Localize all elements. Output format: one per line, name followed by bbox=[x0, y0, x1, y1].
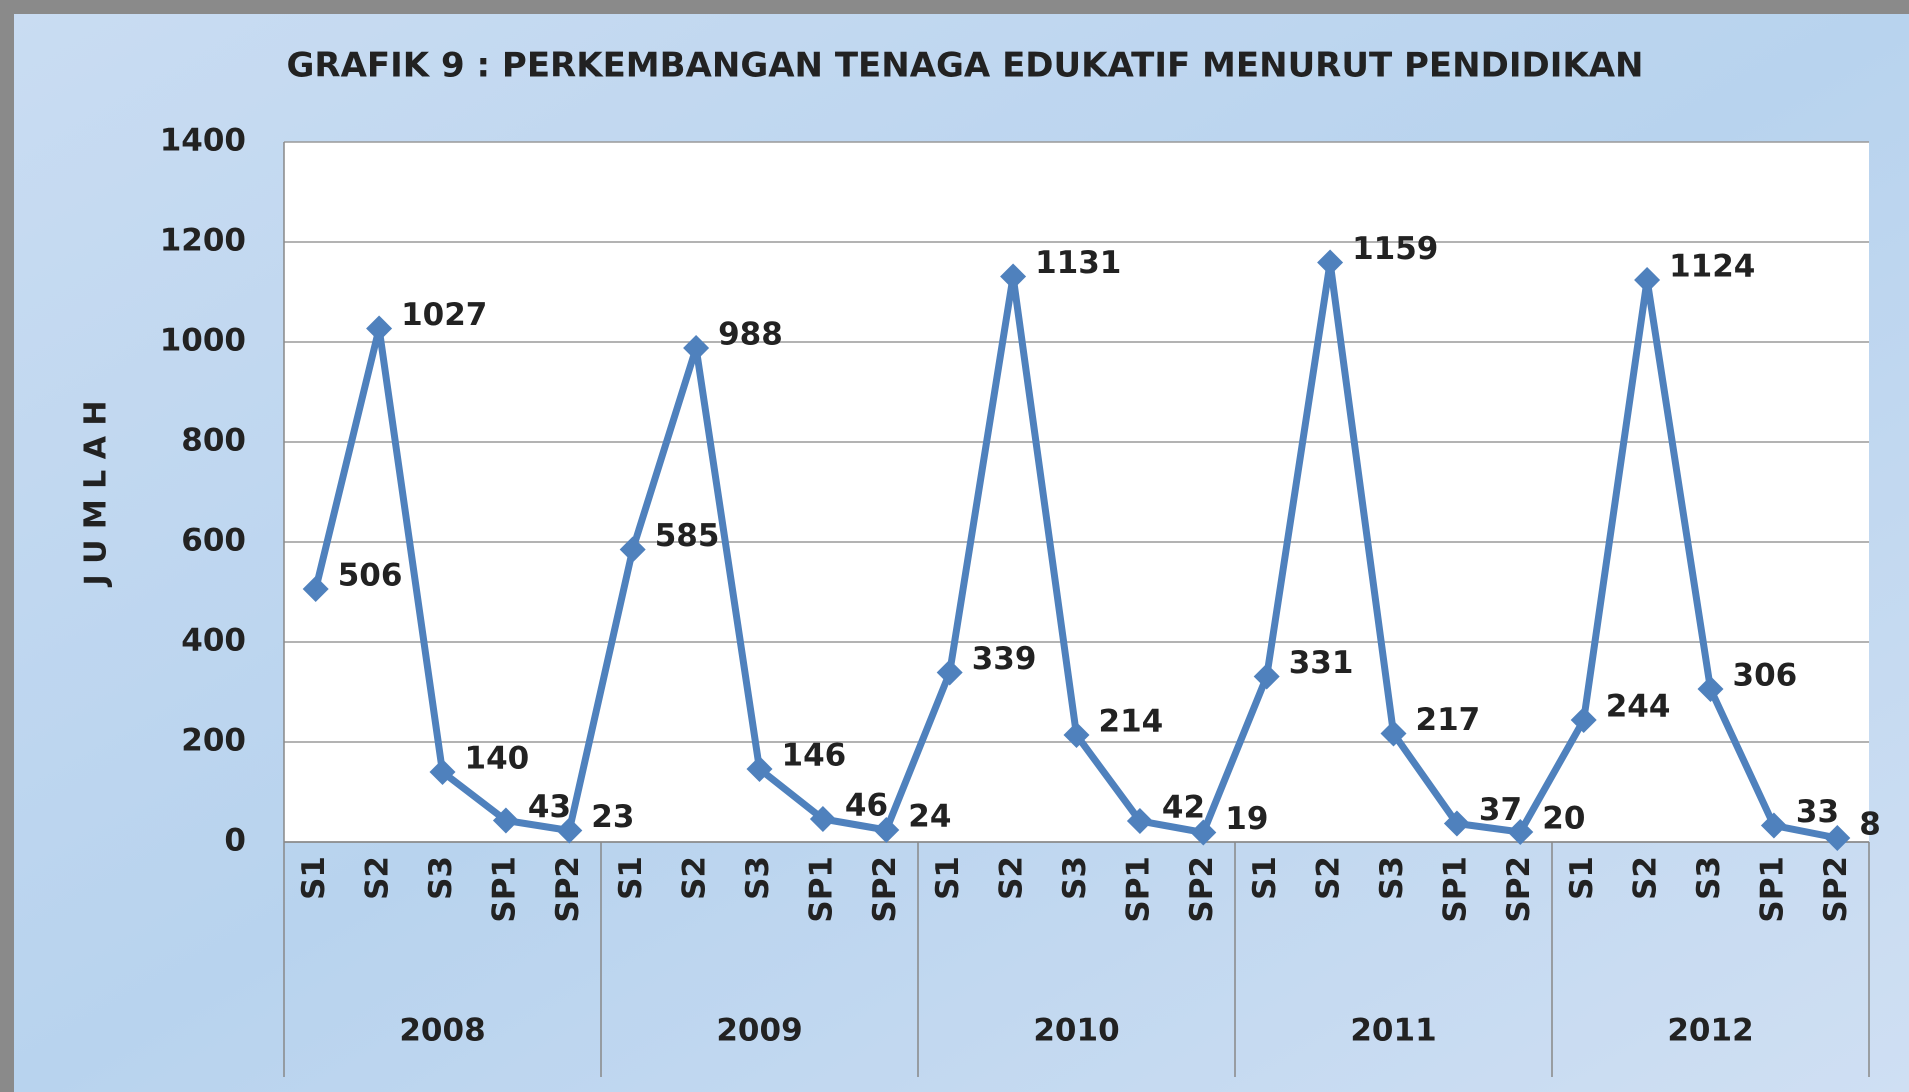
data-label: 506 bbox=[338, 558, 403, 594]
x-tick-label: S2 bbox=[677, 856, 713, 900]
data-label: 20 bbox=[1542, 801, 1585, 837]
marker bbox=[302, 576, 329, 602]
data-label: 306 bbox=[1733, 658, 1798, 694]
data-label: 24 bbox=[908, 799, 951, 835]
y-tick-label: 800 bbox=[181, 423, 246, 459]
marker bbox=[1190, 819, 1217, 846]
marker bbox=[1126, 808, 1153, 834]
y-tick-label: 0 bbox=[224, 823, 246, 859]
marker bbox=[1760, 812, 1787, 839]
x-tick-label: SP2 bbox=[550, 856, 586, 923]
y-tick-label: 200 bbox=[181, 723, 246, 759]
marker bbox=[1253, 663, 1280, 690]
data-label: 146 bbox=[782, 738, 847, 774]
x-tick-label: SP2 bbox=[1501, 856, 1537, 923]
data-label: 1159 bbox=[1352, 231, 1438, 267]
marker bbox=[1697, 676, 1724, 702]
x-tick-label: S2 bbox=[1311, 856, 1347, 900]
y-axis-label: J U M L A H bbox=[79, 400, 114, 587]
y-tick-label: 1200 bbox=[160, 223, 246, 259]
data-label: 988 bbox=[718, 317, 783, 353]
x-tick-label: S1 bbox=[1564, 856, 1600, 900]
marker bbox=[746, 756, 773, 782]
marker bbox=[1000, 263, 1027, 290]
x-tick-label: S1 bbox=[930, 856, 966, 900]
marker bbox=[1507, 819, 1534, 845]
data-label: 140 bbox=[465, 741, 530, 777]
data-label: 244 bbox=[1606, 689, 1671, 725]
marker bbox=[809, 806, 836, 832]
x-tick-label: SP2 bbox=[1184, 856, 1220, 923]
marker bbox=[1063, 722, 1090, 748]
x-tick-label: S3 bbox=[1374, 856, 1410, 900]
marker bbox=[429, 759, 456, 785]
data-label: 339 bbox=[972, 641, 1037, 677]
group-label: 2008 bbox=[399, 1013, 485, 1049]
marker bbox=[1824, 825, 1851, 851]
marker bbox=[556, 817, 583, 844]
marker bbox=[1570, 707, 1597, 733]
x-tick-label: S3 bbox=[1691, 856, 1727, 900]
x-tick-label: S1 bbox=[296, 856, 332, 900]
chart-title: GRAFIK 9 : PERKEMBANGAN TENAGA EDUKATIF … bbox=[287, 46, 1644, 86]
marker bbox=[873, 817, 900, 843]
data-label: 214 bbox=[1099, 704, 1164, 740]
x-tick-label: S3 bbox=[423, 856, 459, 900]
x-tick-label: SP2 bbox=[867, 856, 903, 923]
x-tick-label: S1 bbox=[613, 856, 649, 900]
data-label: 1131 bbox=[1035, 245, 1121, 281]
data-label: 23 bbox=[591, 799, 634, 835]
data-label: 217 bbox=[1416, 702, 1481, 738]
data-label: 1027 bbox=[401, 297, 487, 333]
group-label: 2012 bbox=[1667, 1013, 1753, 1049]
marker bbox=[1634, 267, 1661, 293]
x-tick-label: SP2 bbox=[1818, 856, 1854, 923]
marker bbox=[1380, 720, 1407, 747]
group-label: 2009 bbox=[716, 1013, 802, 1049]
data-label: 1124 bbox=[1669, 249, 1755, 285]
x-tick-label: S2 bbox=[360, 856, 396, 900]
x-tick-label: SP1 bbox=[803, 856, 839, 923]
marker bbox=[492, 807, 519, 834]
marker bbox=[619, 536, 646, 563]
data-label: 585 bbox=[655, 518, 720, 554]
x-tick-label: S3 bbox=[1057, 856, 1093, 900]
y-tick-label: 1400 bbox=[160, 123, 246, 159]
data-label: 33 bbox=[1796, 794, 1839, 830]
data-label: 19 bbox=[1225, 801, 1268, 837]
data-label: 8 bbox=[1859, 807, 1881, 843]
x-tick-label: SP1 bbox=[486, 856, 522, 923]
marker bbox=[366, 315, 393, 342]
marker bbox=[1443, 810, 1470, 837]
marker bbox=[1317, 249, 1344, 276]
data-label: 43 bbox=[528, 789, 571, 825]
data-label: 42 bbox=[1162, 790, 1205, 826]
data-label: 46 bbox=[845, 788, 888, 824]
data-label: 331 bbox=[1289, 645, 1354, 681]
marker bbox=[936, 659, 963, 686]
x-tick-label: S3 bbox=[740, 856, 776, 900]
x-tick-label: SP1 bbox=[1754, 856, 1790, 923]
y-tick-label: 1000 bbox=[160, 323, 246, 359]
group-label: 2011 bbox=[1350, 1013, 1436, 1049]
marker bbox=[683, 335, 710, 361]
x-tick-label: SP1 bbox=[1437, 856, 1473, 923]
y-tick-label: 600 bbox=[181, 523, 246, 559]
data-label: 37 bbox=[1479, 792, 1522, 828]
group-label: 2010 bbox=[1033, 1013, 1119, 1049]
x-tick-label: SP1 bbox=[1120, 856, 1156, 923]
x-tick-label: S1 bbox=[1247, 856, 1283, 900]
y-tick-label: 400 bbox=[181, 623, 246, 659]
x-tick-label: S2 bbox=[1628, 856, 1664, 900]
x-tick-label: S2 bbox=[994, 856, 1030, 900]
